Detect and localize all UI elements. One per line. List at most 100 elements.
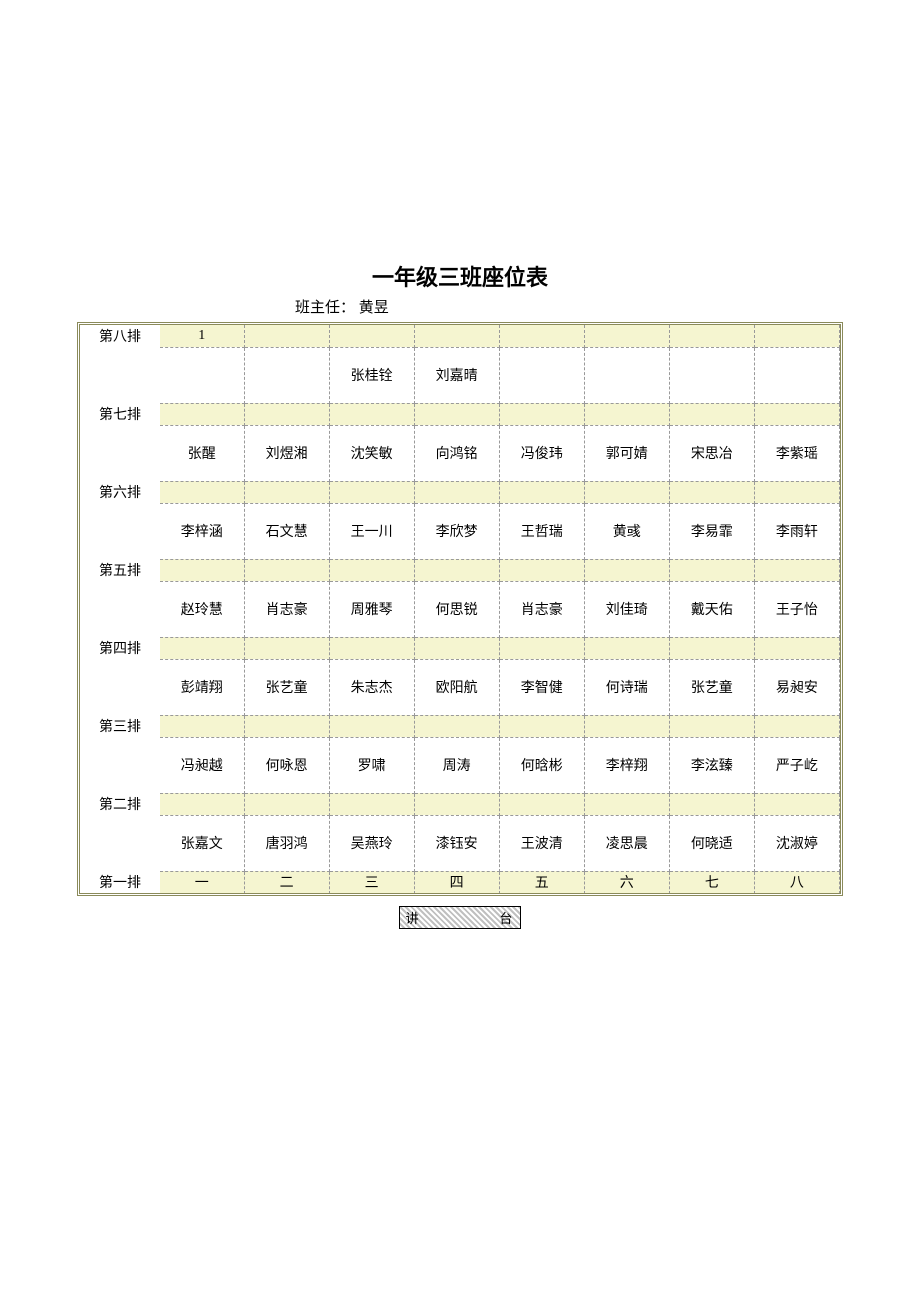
seat-2-8: 严子屹 [754,737,839,793]
col-8: 八 [754,871,839,893]
row-label-3: 第三排 [80,715,160,737]
podium-left: 讲 [406,911,421,926]
seat-1-3: 吴燕玲 [329,815,414,871]
seat-2-5: 何晗彬 [499,737,584,793]
seat-3-6: 何诗瑞 [584,659,669,715]
seat-6-4: 向鸿铭 [414,425,499,481]
row-label-empty7 [80,347,160,403]
seat-5-7: 李易霏 [669,503,754,559]
row3-students: 彭靖翔 张艺童 朱志杰 欧阳航 李智健 何诗瑞 张艺童 易昶安 [80,659,840,715]
seat-4-8: 王子怡 [754,581,839,637]
seat-1-4: 漆钰安 [414,815,499,871]
row8-c3 [329,325,414,347]
seat-3-2: 张艺童 [244,659,329,715]
seat-5-2: 石文慧 [244,503,329,559]
seat-5-4: 李欣梦 [414,503,499,559]
col-6: 六 [584,871,669,893]
row6-students: 张醒 刘煜湘 沈笑敏 向鸿铭 冯俊玮 郭可婧 宋思冶 李紫瑶 [80,425,840,481]
seat-3-4: 欧阳航 [414,659,499,715]
seat-6-8: 李紫瑶 [754,425,839,481]
seat-6-1: 张醒 [160,425,244,481]
seat-2-1: 冯昶越 [160,737,244,793]
seat-2-6: 李梓翔 [584,737,669,793]
seat-1-8: 沈淑婷 [754,815,839,871]
row-label-7: 第七排 [80,403,160,425]
seat-5-1: 李梓涵 [160,503,244,559]
row8-c7 [669,325,754,347]
seat-3-3: 朱志杰 [329,659,414,715]
seat-7-1 [160,347,244,403]
seat-1-1: 张嘉文 [160,815,244,871]
col-3: 三 [329,871,414,893]
seat-6-7: 宋思冶 [669,425,754,481]
podium-right: 台 [499,911,514,926]
seat-3-8: 易昶安 [754,659,839,715]
row-label-1: 第一排 [80,871,160,893]
row-label-6: 第六排 [80,481,160,503]
row2-label: 第二排 [80,793,840,815]
seat-5-6: 黄彧 [584,503,669,559]
seat-4-3: 周雅琴 [329,581,414,637]
row5-students: 李梓涵 石文慧 王一川 李欣梦 王哲瑞 黄彧 李易霏 李雨轩 [80,503,840,559]
seat-1-6: 凌思晨 [584,815,669,871]
seat-3-7: 张艺童 [669,659,754,715]
seat-4-1: 赵玲慧 [160,581,244,637]
seat-5-3: 王一川 [329,503,414,559]
row8-label: 第八排 1 [80,325,840,347]
seat-3-5: 李智健 [499,659,584,715]
row8-c6 [584,325,669,347]
seat-7-3: 张桂铨 [329,347,414,403]
row-label-2: 第二排 [80,793,160,815]
seat-table: 第八排 1 张桂铨 刘嘉晴 [80,325,840,894]
seat-4-4: 何思锐 [414,581,499,637]
row1-students: 张嘉文 唐羽鸿 吴燕玲 漆钰安 王波清 凌思晨 何晓适 沈淑婷 [80,815,840,871]
seat-2-2: 何咏恩 [244,737,329,793]
row8-c2 [244,325,329,347]
seat-3-1: 彭靖翔 [160,659,244,715]
seat-6-3: 沈笑敏 [329,425,414,481]
seat-2-4: 周涛 [414,737,499,793]
seat-6-6: 郭可婧 [584,425,669,481]
col-4: 四 [414,871,499,893]
seat-1-5: 王波清 [499,815,584,871]
row7-label: 第七排 [80,403,840,425]
seat-7-4: 刘嘉晴 [414,347,499,403]
row8-c1: 1 [160,325,244,347]
teacher-name: 黄昱 [359,300,389,316]
col-5: 五 [499,871,584,893]
page-content: 一年级三班座位表 班主任： 黄昱 第八排 1 张桂铨 刘嘉晴 [80,260,840,929]
col-2: 二 [244,871,329,893]
teacher-label: 班主任： [295,300,355,316]
row5-label: 第五排 [80,559,840,581]
seat-2-7: 李泫臻 [669,737,754,793]
row3-label: 第三排 [80,715,840,737]
row8-c4 [414,325,499,347]
seat-1-7: 何晓适 [669,815,754,871]
seat-7-5 [499,347,584,403]
podium-container: 讲 台 [80,906,840,929]
seat-7-8 [754,347,839,403]
row4-students: 赵玲慧 肖志豪 周雅琴 何思锐 肖志豪 刘佳琦 戴天佑 王子怡 [80,581,840,637]
seat-5-5: 王哲瑞 [499,503,584,559]
row1-label: 第一排 一 二 三 四 五 六 七 八 [80,871,840,893]
row8-c5 [499,325,584,347]
seat-7-2 [244,347,329,403]
row-label-4: 第四排 [80,637,160,659]
teacher-line: 班主任： 黄昱 [295,296,840,317]
row2-students: 冯昶越 何咏恩 罗啸 周涛 何晗彬 李梓翔 李泫臻 严子屹 [80,737,840,793]
col-7: 七 [669,871,754,893]
seat-4-6: 刘佳琦 [584,581,669,637]
seat-2-3: 罗啸 [329,737,414,793]
seat-4-5: 肖志豪 [499,581,584,637]
seat-4-7: 戴天佑 [669,581,754,637]
page-title: 一年级三班座位表 [80,260,840,292]
row-label-5: 第五排 [80,559,160,581]
row7-students: 张桂铨 刘嘉晴 [80,347,840,403]
row6-label: 第六排 [80,481,840,503]
seat-6-2: 刘煜湘 [244,425,329,481]
seat-1-2: 唐羽鸿 [244,815,329,871]
row-label-8: 第八排 [80,325,160,347]
col-1: 一 [160,871,244,893]
seat-6-5: 冯俊玮 [499,425,584,481]
seat-4-2: 肖志豪 [244,581,329,637]
